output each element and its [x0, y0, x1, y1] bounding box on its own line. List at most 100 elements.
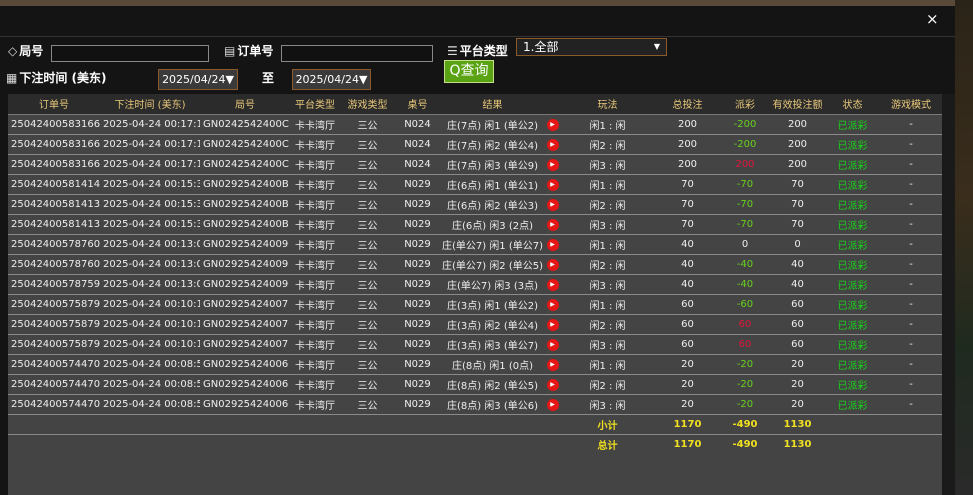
round-id[interactable]: GN02925424006 — [200, 354, 290, 375]
bet-time: 2025-04-24 00:13:00 — [100, 254, 200, 275]
round-id[interactable]: GN02925424007 — [200, 294, 290, 315]
order-id[interactable]: 250424005787601 — [8, 234, 100, 255]
bet-type: 闲2 : 闲 — [560, 194, 655, 215]
play-video-icon[interactable]: ▶ — [546, 298, 559, 311]
game-type: 三公 — [340, 294, 395, 315]
game-type: 三公 — [340, 214, 395, 235]
play-video-icon[interactable]: ▶ — [546, 238, 559, 251]
play-video-icon[interactable]: ▶ — [546, 178, 559, 191]
table-row: 250424005814141 2025-04-24 00:15:36 GN0292… — [8, 174, 942, 195]
order-id[interactable]: 250424005744705 — [8, 394, 100, 415]
bet-time: 2025-04-24 00:13:00 — [100, 274, 200, 295]
round-id[interactable]: GN0242542400C — [200, 134, 290, 155]
status: 已派彩 — [825, 394, 880, 415]
status: 已派彩 — [825, 114, 880, 135]
game-type: 三公 — [340, 334, 395, 355]
close-icon[interactable]: × — [926, 10, 939, 28]
date-to-picker[interactable]: 2025/04/24▼ — [292, 69, 371, 90]
play-video-icon[interactable]: ▶ — [546, 138, 559, 151]
round-id[interactable]: GN02925424007 — [200, 314, 290, 335]
round-id[interactable]: GN0242542400C — [200, 114, 290, 135]
status: 已派彩 — [825, 294, 880, 315]
round-id[interactable]: GN02925424007 — [200, 334, 290, 355]
play-video-icon[interactable]: ▶ — [546, 218, 559, 231]
order-id[interactable]: 250424005814141 — [8, 174, 100, 195]
video-cell: ▶ — [545, 334, 560, 355]
video-cell: ▶ — [545, 134, 560, 155]
platform: 卡卡湾厅 — [290, 154, 340, 175]
order-id[interactable]: 250424005744706 — [8, 374, 100, 395]
list-icon: ☰ — [447, 43, 458, 58]
round-label: ◇ 局号 — [8, 42, 43, 59]
video-cell: ▶ — [545, 254, 560, 275]
order-id[interactable]: 250424005831667 — [8, 154, 100, 175]
game-mode: - — [880, 354, 942, 375]
round-id[interactable]: GN0292542400B — [200, 174, 290, 195]
round-id[interactable]: GN0292542400B — [200, 194, 290, 215]
table-no: N024 — [395, 154, 440, 175]
game-mode: - — [880, 114, 942, 135]
column-header: 订单号 — [8, 94, 100, 115]
order-id[interactable]: 250424005744707 — [8, 354, 100, 375]
round-input[interactable] — [51, 45, 209, 62]
play-video-icon[interactable]: ▶ — [546, 118, 559, 131]
table-no: N029 — [395, 374, 440, 395]
play-video-icon[interactable]: ▶ — [546, 398, 559, 411]
date-from: 2025/04/24 — [162, 73, 226, 86]
result: 庄(7点) 闲1 (单公2) — [440, 114, 545, 135]
round-id[interactable]: GN02925424009 — [200, 254, 290, 275]
table-row: 250424005831669 2025-04-24 00:17:18 GN0242… — [8, 114, 942, 135]
table-row: 250424005787600 2025-04-24 00:13:00 GN0292… — [8, 254, 942, 275]
bet-type: 闲3 : 闲 — [560, 154, 655, 175]
play-video-icon[interactable]: ▶ — [546, 358, 559, 371]
round-id[interactable]: GN02925424009 — [200, 234, 290, 255]
order-id[interactable]: 250424005814138 — [8, 214, 100, 235]
play-video-icon[interactable]: ▶ — [546, 158, 559, 171]
date-from-picker[interactable]: 2025/04/24▼ — [158, 69, 238, 90]
query-button[interactable]: Q查询 — [444, 60, 494, 83]
play-video-icon[interactable]: ▶ — [546, 258, 559, 271]
blank — [8, 434, 560, 455]
round-id[interactable]: GN02925424006 — [200, 394, 290, 415]
order-id[interactable]: 250424005787600 — [8, 254, 100, 275]
game-type: 三公 — [340, 234, 395, 255]
table-row: 250424005758793 2025-04-24 00:10:13 GN0292… — [8, 294, 942, 315]
search-icon: Q — [449, 63, 461, 79]
play-video-icon[interactable]: ▶ — [546, 198, 559, 211]
result: 庄(7点) 闲2 (单公4) — [440, 134, 545, 155]
bet-table: 订单号 下注时间 (美东) 局号 平台类型 游戏类型 桌号 结果 玩法 总投注 派彩 有效投注额 状态… — [8, 94, 942, 455]
platform-select[interactable]: 1.全部 ▼ — [516, 38, 667, 56]
order-id[interactable]: 250424005814139 — [8, 194, 100, 215]
result: 庄(单公7) 闲1 (单公7) — [440, 234, 545, 255]
payout: 200 — [720, 154, 770, 175]
bet-type: 闲3 : 闲 — [560, 214, 655, 235]
order-id[interactable]: 250424005831668 — [8, 134, 100, 155]
play-video-icon[interactable]: ▶ — [546, 338, 559, 351]
round-id[interactable]: GN02925424009 — [200, 274, 290, 295]
scrollbar[interactable] — [942, 94, 955, 495]
order-id[interactable]: 250424005787599 — [8, 274, 100, 295]
game-mode: - — [880, 154, 942, 175]
order-input[interactable] — [281, 45, 433, 62]
table-no: N029 — [395, 274, 440, 295]
play-video-icon[interactable]: ▶ — [546, 278, 559, 291]
video-cell: ▶ — [545, 154, 560, 175]
play-video-icon[interactable]: ▶ — [546, 378, 559, 391]
status: 已派彩 — [825, 174, 880, 195]
round-id[interactable]: GN02925424006 — [200, 374, 290, 395]
play-video-icon[interactable]: ▶ — [546, 318, 559, 331]
date-to: 2025/04/24 — [295, 73, 359, 86]
subtotal-row: 小计 1170 -490 1130 — [8, 414, 942, 435]
column-header: 局号 — [200, 94, 290, 115]
order-id[interactable]: 250424005758791 — [8, 334, 100, 355]
payout: -20 — [720, 374, 770, 395]
result: 庄(3点) 闲1 (单公2) — [440, 294, 545, 315]
order-id[interactable]: 250424005831669 — [8, 114, 100, 135]
round-id[interactable]: GN0242542400C — [200, 154, 290, 175]
column-header: 玩法 — [560, 94, 655, 115]
payout: -70 — [720, 194, 770, 215]
round-id[interactable]: GN0292542400B — [200, 214, 290, 235]
order-id[interactable]: 250424005758792 — [8, 314, 100, 335]
order-id[interactable]: 250424005758793 — [8, 294, 100, 315]
platform: 卡卡湾厅 — [290, 294, 340, 315]
